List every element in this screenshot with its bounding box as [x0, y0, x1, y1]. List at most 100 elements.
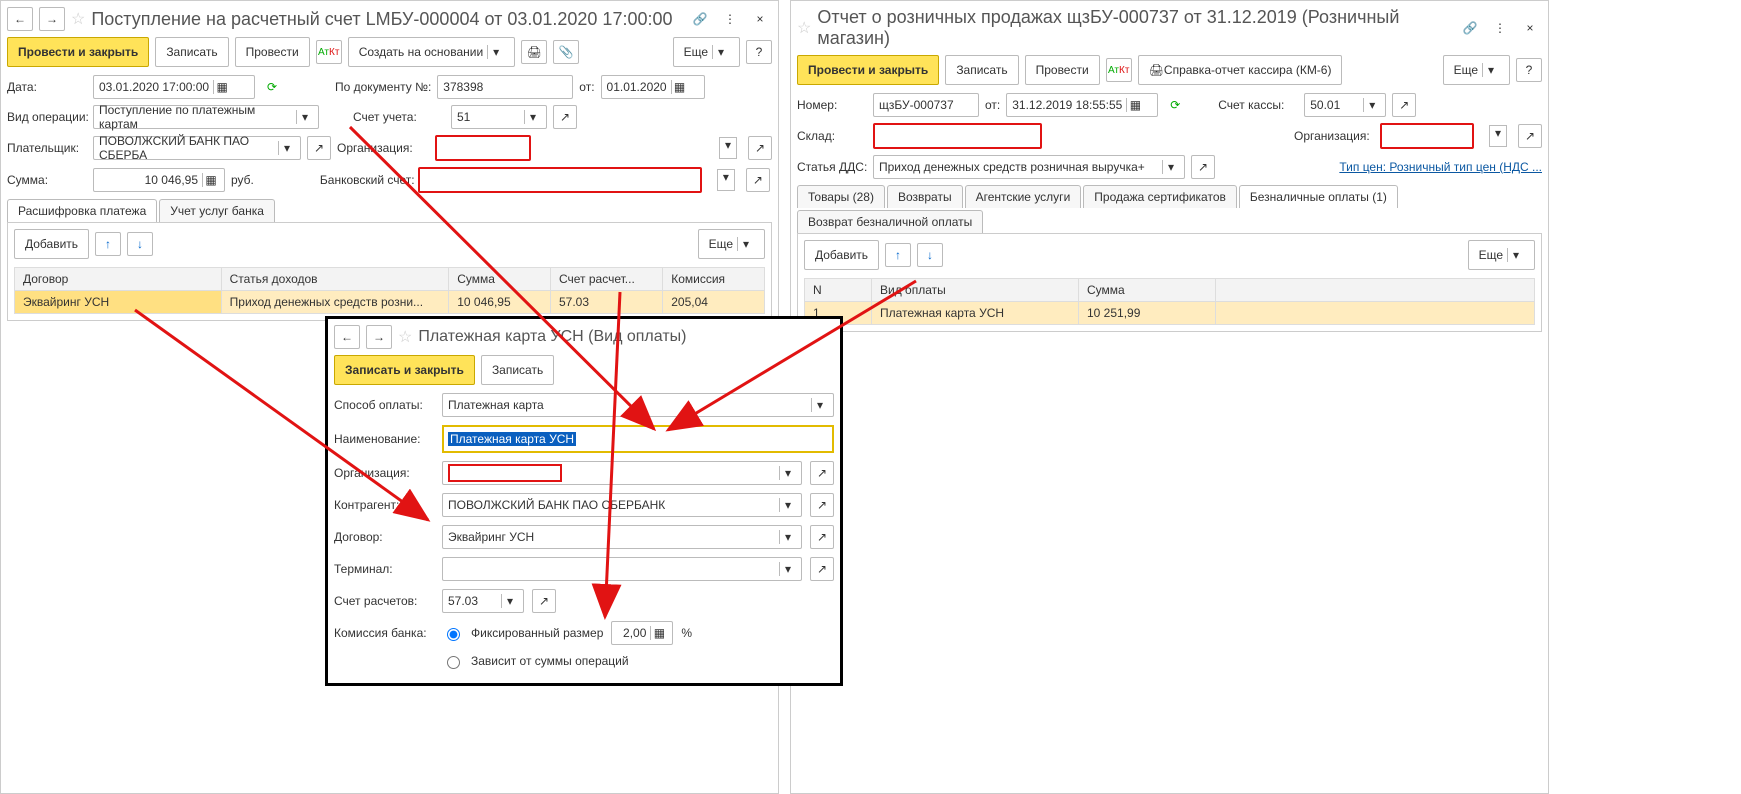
kassa-input[interactable]: 50.01	[1310, 98, 1359, 112]
porg-open-btn[interactable]: ↗	[810, 461, 834, 485]
org-input[interactable]	[1380, 123, 1474, 149]
sum-input[interactable]: 10 046,95	[145, 173, 198, 187]
col-schet[interactable]: Счет расчет...	[550, 268, 662, 291]
col-n[interactable]: N	[805, 279, 872, 302]
org-input[interactable]	[435, 135, 531, 161]
op-select[interactable]: Поступление по платежным картам	[99, 103, 292, 131]
refresh-icon: ⟳	[1164, 94, 1186, 116]
move-up-btn[interactable]: ↑	[885, 243, 911, 267]
porg-input[interactable]	[448, 464, 562, 482]
close-icon[interactable]: ×	[748, 8, 772, 30]
fee-fixed-radio[interactable]	[447, 628, 460, 641]
close-icon[interactable]: ×	[1518, 17, 1542, 39]
link-icon[interactable]: 🔗	[688, 8, 712, 30]
tab-rasshifrovka[interactable]: Расшифровка платежа	[7, 199, 157, 222]
post-close-btn[interactable]: Провести и закрыть	[7, 37, 149, 67]
atkt-icon[interactable]: АтКт	[1106, 58, 1132, 82]
write-btn[interactable]: Записать	[945, 55, 1018, 85]
fwd-btn[interactable]: →	[366, 325, 392, 349]
tab-agent[interactable]: Агентские услуги	[965, 185, 1082, 208]
table-row[interactable]: 1 Платежная карта УСН 10 251,99	[805, 302, 1535, 325]
sum-label: Сумма:	[7, 173, 87, 187]
tab-vozvrat-beznal[interactable]: Возврат безналичной оплаты	[797, 210, 983, 233]
payer-input[interactable]: ПОВОЛЖСКИЙ БАНК ПАО СБЕРБА	[99, 134, 274, 162]
org-open-btn[interactable]: ↗	[1518, 124, 1542, 148]
tab-vozvraty[interactable]: Возвраты	[887, 185, 963, 208]
kebab-icon[interactable]: ⋮	[718, 8, 742, 30]
dds-input[interactable]: Приход денежных средств розничная выручк…	[879, 160, 1158, 174]
star-icon[interactable]: ☆	[797, 18, 811, 38]
write-btn[interactable]: Записать	[481, 355, 554, 385]
add-btn[interactable]: Добавить	[14, 229, 89, 259]
col-statya[interactable]: Статья доходов	[221, 268, 449, 291]
fee-input[interactable]: 2,00	[623, 626, 646, 640]
tab-uslugi[interactable]: Учет услуг банка	[159, 199, 275, 222]
col-sum[interactable]: Сумма	[1079, 279, 1216, 302]
star-icon[interactable]: ☆	[398, 327, 412, 347]
bank-open-btn[interactable]: ↗	[746, 168, 770, 192]
bank-input[interactable]	[418, 167, 702, 193]
tab-beznal[interactable]: Безналичные оплаты (1)	[1239, 185, 1398, 208]
num-input[interactable]: щзБУ-000737	[879, 98, 954, 112]
col-komissia[interactable]: Комиссия	[663, 268, 765, 291]
cnt-open-btn[interactable]: ↗	[810, 493, 834, 517]
write-close-btn[interactable]: Записать и закрыть	[334, 355, 475, 385]
star-icon[interactable]: ☆	[71, 9, 85, 29]
dog-input[interactable]: Эквайринг УСН	[448, 530, 775, 544]
more-btn[interactable]: Еще▾	[1443, 55, 1510, 85]
dog-open-btn[interactable]: ↗	[810, 525, 834, 549]
acc-input[interactable]: 57.03	[448, 594, 497, 608]
km6-btn[interactable]: 🖨 Справка-отчет кассира (КМ-6)	[1138, 55, 1343, 85]
date-input[interactable]: 03.01.2020 17:00:00	[99, 80, 209, 94]
term-open-btn[interactable]: ↗	[810, 557, 834, 581]
acct-open-btn[interactable]: ↗	[553, 105, 577, 129]
table-row[interactable]: Эквайринг УСН Приход денежных средств ро…	[15, 291, 765, 314]
acc-open-btn[interactable]: ↗	[532, 589, 556, 613]
date-label: Дата:	[7, 80, 87, 94]
fee-depend-radio[interactable]	[447, 656, 460, 669]
help-btn[interactable]: ?	[746, 40, 772, 64]
dds-open-btn[interactable]: ↗	[1191, 155, 1215, 179]
more2-btn[interactable]: Еще▾	[698, 229, 765, 259]
col-kind[interactable]: Вид оплаты	[872, 279, 1079, 302]
more2-btn[interactable]: Еще▾	[1468, 240, 1535, 270]
attach-icon[interactable]: 📎	[553, 40, 579, 64]
print-icon[interactable]: 🖨	[521, 40, 547, 64]
tab-tovary[interactable]: Товары (28)	[797, 185, 885, 208]
fwd-btn[interactable]: →	[39, 7, 65, 31]
move-up-btn[interactable]: ↑	[95, 232, 121, 256]
from-input[interactable]: 31.12.2019 18:55:55	[1012, 98, 1122, 112]
help-btn[interactable]: ?	[1516, 58, 1542, 82]
kassa-open-btn[interactable]: ↗	[1392, 93, 1416, 117]
post-btn[interactable]: Провести	[1025, 55, 1100, 85]
col-dogovor[interactable]: Договор	[15, 268, 222, 291]
payer-open-btn[interactable]: ↗	[307, 136, 331, 160]
docnum-input[interactable]: 378398	[443, 80, 483, 94]
back-btn[interactable]: ←	[334, 325, 360, 349]
sklad-input[interactable]	[873, 123, 1042, 149]
acct-input[interactable]: 51	[457, 110, 520, 124]
add-btn[interactable]: Добавить	[804, 240, 879, 270]
more-btn[interactable]: Еще▾	[673, 37, 740, 67]
atkt-icon[interactable]: АтКт	[316, 40, 342, 64]
post-close-btn[interactable]: Провести и закрыть	[797, 55, 939, 85]
org-open-btn[interactable]: ↗	[748, 136, 772, 160]
name-input[interactable]: Платежная карта УСН	[442, 425, 834, 453]
create-based-btn[interactable]: Создать на основании▾	[348, 37, 516, 67]
tab-cert[interactable]: Продажа сертификатов	[1083, 185, 1237, 208]
docfrom-input[interactable]: 01.01.2020	[607, 80, 667, 94]
write-btn[interactable]: Записать	[155, 37, 228, 67]
link-icon[interactable]: 🔗	[1458, 17, 1482, 39]
back-btn[interactable]: ←	[7, 7, 33, 31]
kebab-icon[interactable]: ⋮	[1488, 17, 1512, 39]
post-btn[interactable]: Провести	[235, 37, 310, 67]
pay-select[interactable]: Платежная карта	[448, 398, 807, 412]
cnt-input[interactable]: ПОВОЛЖСКИЙ БАНК ПАО СБЕРБАНК	[448, 498, 775, 512]
move-down-btn[interactable]: ↓	[917, 243, 943, 267]
payment-table: Договор Статья доходов Сумма Счет расчет…	[14, 267, 765, 314]
dds-label: Статья ДДС:	[797, 160, 867, 174]
prices-link[interactable]: Тип цен: Розничный тип цен (НДС ...	[1339, 160, 1542, 174]
move-down-btn[interactable]: ↓	[127, 232, 153, 256]
col-summa[interactable]: Сумма	[449, 268, 551, 291]
name-label: Наименование:	[334, 432, 434, 446]
